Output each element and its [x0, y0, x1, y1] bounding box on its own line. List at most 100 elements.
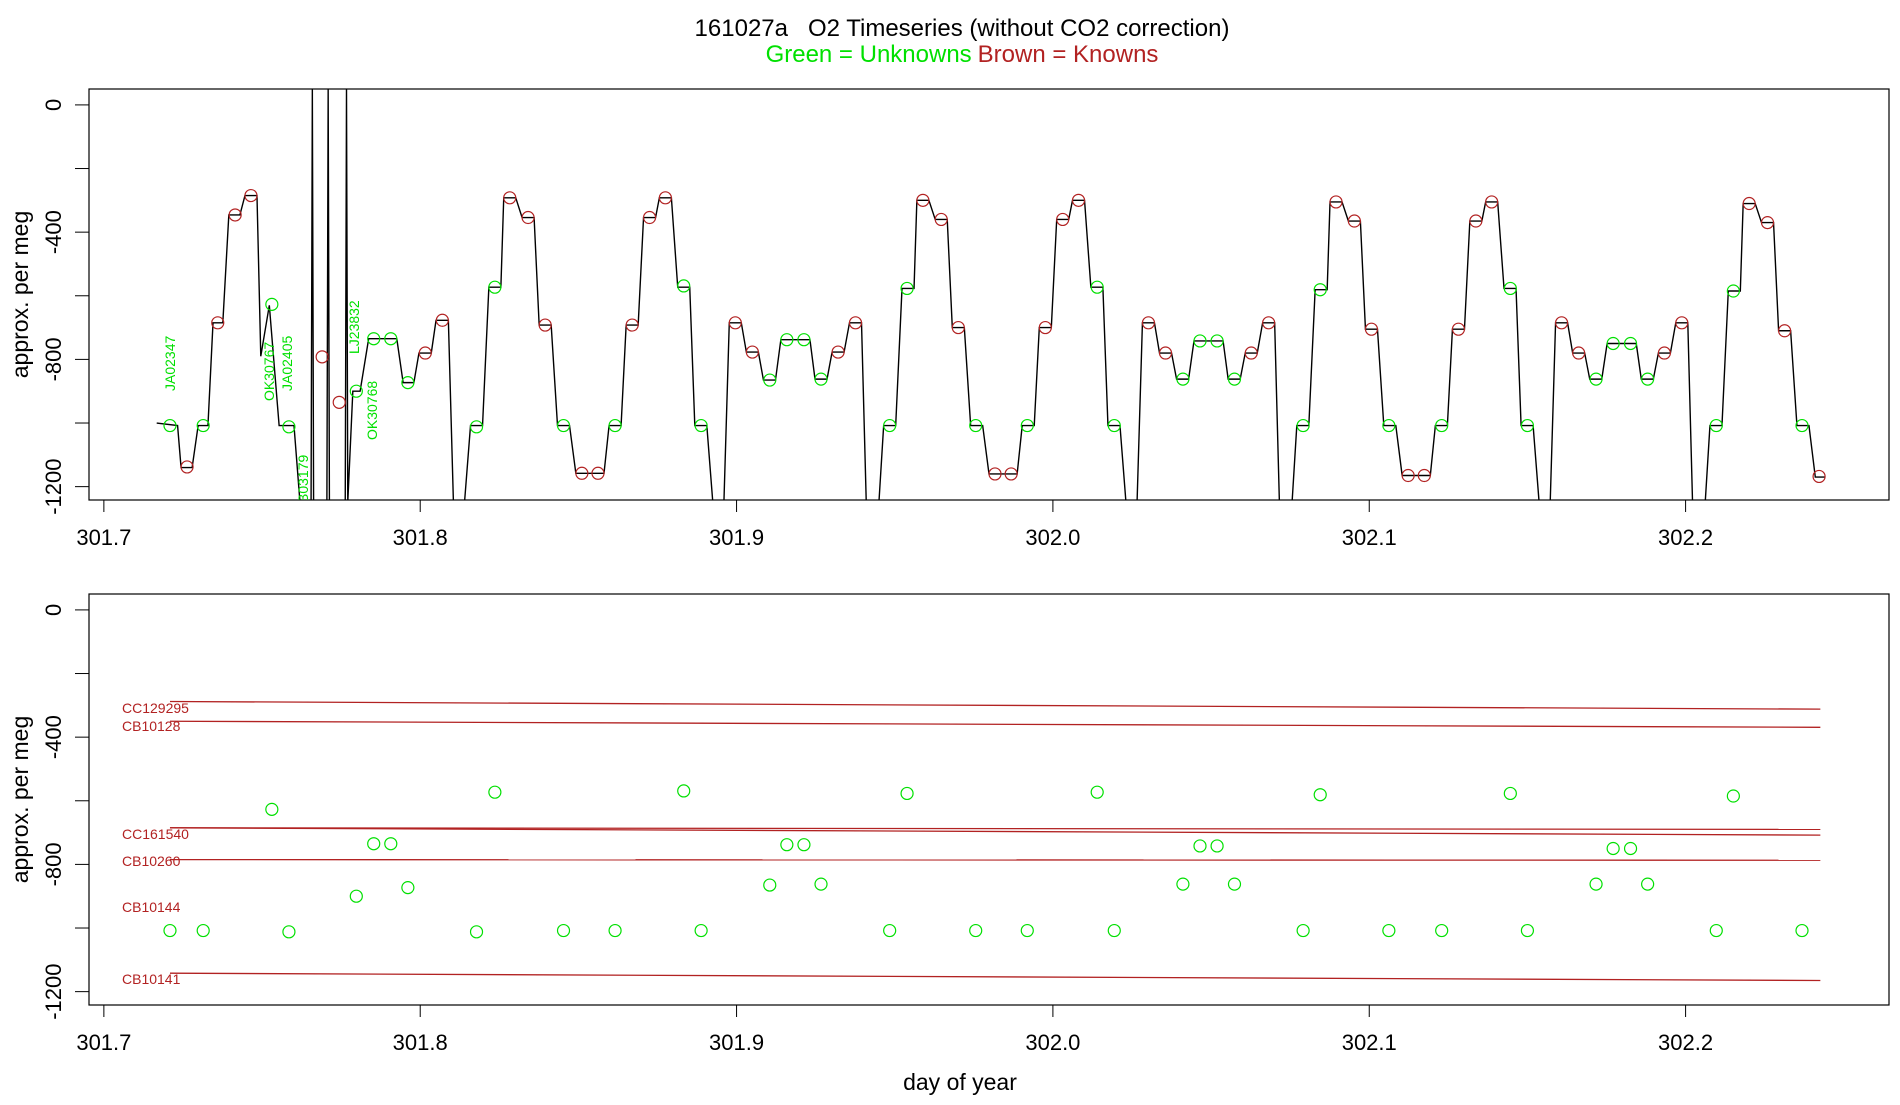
- plot-area: JA02347 OK30767 JA02405 JB03179 LJ23832 OK307…: [156, 89, 1826, 500]
- unknown-point: [1176, 372, 1190, 386]
- unknown-point: [1313, 788, 1327, 802]
- x-tick-label: 302.0: [1025, 525, 1080, 550]
- x-axis-label: day of year: [903, 1069, 1017, 1095]
- unknown-point: [1382, 923, 1396, 938]
- unknown-point: [384, 332, 398, 346]
- x-tick-label: 301.7: [76, 1030, 131, 1055]
- known-point: [575, 466, 589, 480]
- unknown-point: [1296, 418, 1310, 433]
- unknown-point: [1382, 418, 1396, 433]
- unknown-point: [1210, 839, 1224, 853]
- known-line: [169, 827, 1821, 831]
- unknown-point: [488, 280, 502, 294]
- unknown-point: [1641, 372, 1655, 386]
- unknown-point: [349, 384, 363, 398]
- unknown-point: [1227, 372, 1242, 386]
- y-tick-label: 0: [41, 604, 66, 616]
- known-point: [625, 318, 639, 332]
- known-label: CC161540: [122, 826, 189, 842]
- unknown-point: [1227, 877, 1242, 891]
- known-point: [1401, 468, 1415, 483]
- known-point: [1485, 195, 1499, 209]
- x-tick-label: 302.1: [1342, 525, 1397, 550]
- unknown-point: [1520, 418, 1535, 433]
- known-point: [332, 395, 346, 409]
- unknown-point: [780, 838, 794, 852]
- unknown-point: [1709, 923, 1723, 938]
- known-line: [169, 700, 1821, 710]
- known-point: [435, 313, 449, 327]
- unknown-point: [1020, 923, 1034, 938]
- known-point: [934, 212, 948, 227]
- unknown-point: [367, 332, 381, 346]
- known-point: [418, 346, 432, 360]
- unknown-point: [1090, 785, 1104, 799]
- x-tick-label: 302.2: [1658, 1030, 1713, 1055]
- known-label: CB10144: [122, 899, 181, 915]
- known-point: [1004, 467, 1018, 481]
- known-label: CC129295: [122, 700, 189, 716]
- unknown-point: [1606, 841, 1620, 856]
- unknown-point: [763, 373, 777, 387]
- known-point: [1451, 322, 1466, 336]
- known-point: [1554, 316, 1569, 330]
- unknown-point: [1641, 877, 1655, 891]
- known-point: [1262, 316, 1276, 330]
- unknown-point: [556, 923, 571, 938]
- known-point: [1778, 324, 1792, 338]
- unknown-point: [883, 418, 897, 433]
- y-tick-label: -800: [41, 842, 66, 886]
- known-line: [169, 972, 1821, 982]
- unknown-point: [163, 923, 177, 938]
- unknown-point: [677, 784, 691, 798]
- known-point: [831, 345, 845, 359]
- known-point: [1141, 316, 1156, 330]
- unknown-point: [1726, 284, 1740, 298]
- unknown-point: [1210, 334, 1224, 348]
- known-point: [1071, 193, 1086, 207]
- unknown-point: [814, 372, 828, 386]
- known-label: CB10141: [122, 971, 181, 987]
- unknown-point: [1606, 336, 1620, 351]
- unknown-point: [883, 923, 897, 938]
- unknown-point: [1589, 877, 1603, 891]
- y-tick-label: -400: [41, 210, 66, 254]
- unknown-point: [1296, 923, 1310, 938]
- unknown-point: [694, 418, 708, 433]
- unknown-point: [1726, 789, 1740, 803]
- known-point: [1329, 195, 1343, 209]
- unknown-point: [1435, 923, 1449, 938]
- known-point: [244, 188, 258, 203]
- known-point: [988, 467, 1002, 481]
- sample-label: OK30767: [261, 342, 277, 401]
- x-tick-label: 302.2: [1658, 525, 1713, 550]
- known-point: [1760, 216, 1775, 230]
- unknown-point: [1020, 418, 1034, 433]
- unknown-point: [265, 802, 279, 816]
- known-point: [1657, 346, 1671, 360]
- known-point: [591, 466, 605, 480]
- known-point: [951, 320, 965, 335]
- known-line: [169, 858, 1821, 861]
- known-point: [1347, 214, 1361, 228]
- unknown-point: [1313, 283, 1327, 297]
- sample-label: LJ23832: [346, 300, 362, 354]
- unknown-point: [1623, 336, 1638, 351]
- unknown-point: [163, 418, 177, 433]
- unknown-point: [900, 281, 914, 296]
- known-point: [745, 345, 759, 359]
- unknown-point: [1589, 372, 1603, 386]
- unknown-point: [1623, 841, 1638, 856]
- chart-title: 161027a O2 Timeseries (without CO2 corre…: [695, 15, 1230, 42]
- known-point: [642, 210, 657, 225]
- known-point: [1572, 346, 1586, 360]
- known-label: CB10260: [122, 853, 181, 869]
- known-point: [315, 350, 329, 364]
- unknown-point: [1503, 281, 1517, 296]
- unknown-point: [384, 837, 398, 851]
- known-label: CB10128: [122, 718, 181, 734]
- known-line: [169, 827, 1821, 836]
- y-tick-label: -800: [41, 337, 66, 381]
